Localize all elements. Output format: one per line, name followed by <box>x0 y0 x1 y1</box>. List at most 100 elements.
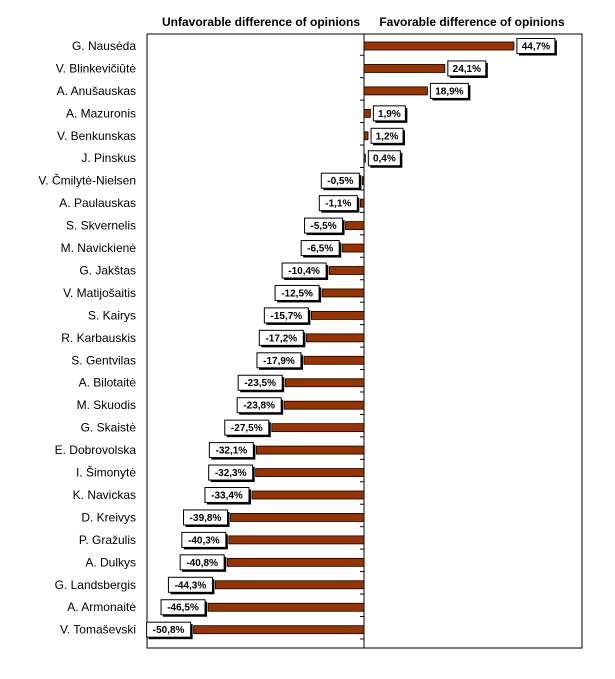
value-label: -10,4% <box>288 266 320 277</box>
value-label-box <box>208 464 254 481</box>
value-label: 1,9% <box>378 109 401 120</box>
value-label-box <box>258 329 304 346</box>
bar <box>271 423 365 433</box>
bar <box>359 198 365 208</box>
value-label: -33,4% <box>211 490 243 501</box>
value-label-box <box>167 576 213 593</box>
bar <box>283 400 365 410</box>
bar <box>228 535 365 545</box>
header-favorable: Favorable difference of opinions <box>379 15 565 29</box>
value-label-box <box>372 105 406 122</box>
value-label-box <box>160 599 206 616</box>
value-label-box <box>237 374 283 391</box>
bar <box>207 602 365 612</box>
category-label: G. Landsbergis <box>55 578 136 592</box>
value-label-box <box>179 554 225 571</box>
value-label: 0,4% <box>373 154 396 165</box>
category-label: A. Mazuronis <box>66 106 136 120</box>
bar <box>255 468 365 477</box>
bar <box>251 490 365 500</box>
value-label: -23,5% <box>244 378 276 389</box>
value-label: -0,5% <box>327 176 353 187</box>
category-label: S. Skvernelis <box>66 219 136 233</box>
bar <box>328 266 365 275</box>
bar <box>193 625 365 635</box>
bar <box>363 41 515 51</box>
bar <box>345 221 365 230</box>
value-label-box <box>281 262 327 279</box>
category-label: P. Gražulis <box>79 533 136 547</box>
header-unfavorable: Unfavorable difference of opinions <box>162 15 360 29</box>
value-label-box <box>304 217 344 234</box>
value-label-box <box>256 352 302 369</box>
bar <box>305 333 365 343</box>
category-label: A. Paulauskas <box>59 196 136 210</box>
category-label: S. Gentvilas <box>71 353 136 367</box>
value-label: 18,9% <box>435 86 463 97</box>
bar <box>361 176 365 186</box>
value-label: -15,7% <box>271 311 303 322</box>
value-label: -39,8% <box>190 513 222 524</box>
value-label: -1,1% <box>325 199 351 210</box>
value-label: -40,8% <box>186 558 218 569</box>
value-label: -17,2% <box>265 333 297 344</box>
category-label: D. Kreivys <box>81 510 136 524</box>
value-label-box <box>208 442 254 459</box>
value-label: 24,1% <box>453 64 481 75</box>
bar <box>226 557 365 567</box>
category-label: A. Armonaitė <box>67 600 136 614</box>
category-label: M. Skuodis <box>77 398 136 412</box>
category-label: G. Skaistė <box>81 421 137 435</box>
value-label-box <box>370 127 404 144</box>
value-label-box <box>146 621 192 638</box>
category-label: V. Tomaševski <box>60 623 136 637</box>
category-label: G. Jakštas <box>79 263 136 277</box>
category-label: E. Dobrovolska <box>55 443 137 457</box>
bar <box>321 288 365 298</box>
bar <box>363 153 366 163</box>
bar <box>230 513 365 522</box>
value-label: -32,1% <box>215 446 247 457</box>
category-label: A. Bilotaitė <box>79 376 137 390</box>
bar <box>363 108 371 118</box>
value-label: -44,3% <box>175 580 207 591</box>
value-label-box <box>516 38 556 54</box>
category-label: K. Navickas <box>73 488 136 502</box>
value-label-box <box>367 150 401 167</box>
value-label: -5,5% <box>310 221 336 232</box>
category-label: S. Kairys <box>88 308 136 322</box>
bar <box>363 64 446 73</box>
value-label-box <box>183 509 229 526</box>
value-label: -32,3% <box>215 468 247 479</box>
value-label-box <box>224 419 270 436</box>
bars-group: G. Nausėda 44,7% V. Blinkevičiūtė 24,1% A. A… <box>38 34 557 648</box>
category-label: V. Benkunskas <box>57 129 136 143</box>
bar <box>284 378 365 388</box>
value-label: -23,8% <box>243 401 275 412</box>
category-label: J. Pinskus <box>81 151 136 165</box>
value-label-box <box>318 195 358 212</box>
value-label: -46,5% <box>167 603 199 614</box>
category-label: A. Anušauskas <box>57 84 136 98</box>
value-label-box <box>447 60 487 77</box>
value-label: -12,5% <box>281 288 313 299</box>
value-label: -27,5% <box>231 423 263 434</box>
value-label: -17,9% <box>263 356 295 367</box>
category-label: V. Blinkevičiūtė <box>56 61 137 75</box>
value-label-box <box>320 172 360 189</box>
category-label: G. Nausėda <box>72 39 136 53</box>
value-label-box <box>263 307 309 324</box>
value-label: -40,3% <box>188 535 220 546</box>
value-label-box <box>429 82 469 99</box>
value-label-box <box>204 486 250 503</box>
value-label: 44,7% <box>522 42 550 53</box>
category-label: A. Dulkys <box>85 555 136 569</box>
bar <box>310 310 365 320</box>
bar <box>215 580 365 590</box>
category-label: R. Karbauskis <box>61 331 136 345</box>
bar <box>255 445 365 455</box>
value-label-box <box>300 240 340 257</box>
category-label: I. Šimonytė <box>76 465 136 480</box>
bar <box>363 131 369 141</box>
